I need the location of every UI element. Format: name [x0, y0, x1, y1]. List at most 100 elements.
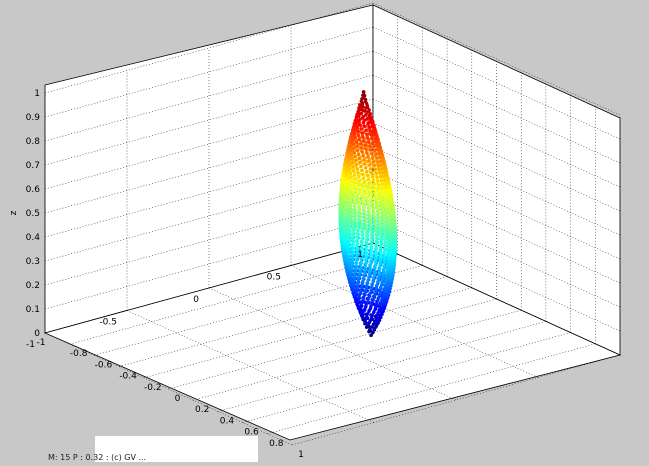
surface-point — [349, 274, 353, 278]
surface-point — [357, 296, 361, 301]
surface-point — [347, 263, 351, 268]
surface-point — [355, 251, 359, 256]
surface-point — [347, 217, 351, 221]
surface-point — [383, 247, 387, 251]
surface-point — [342, 196, 347, 201]
surface-point — [363, 184, 368, 188]
surface-point — [382, 267, 386, 271]
surface-point — [367, 159, 371, 163]
surface-point — [370, 313, 374, 317]
surface-point — [370, 282, 375, 286]
surface-point — [372, 276, 376, 280]
surface-point — [381, 215, 386, 220]
surface-point — [350, 259, 354, 263]
surface-point — [382, 289, 386, 294]
surface-point — [364, 302, 368, 307]
surface-point — [370, 301, 375, 305]
surface-point — [355, 289, 359, 294]
surface-point — [347, 248, 352, 252]
surface-point — [361, 90, 366, 94]
surface-point — [370, 174, 375, 179]
z-tick-label: 0.1 — [26, 305, 40, 315]
surface-point — [386, 250, 390, 255]
surface-point — [373, 167, 377, 171]
surface-point — [366, 203, 370, 207]
surface-point — [360, 240, 364, 244]
surface-point — [374, 317, 378, 321]
surface-point — [363, 109, 367, 113]
surface-point — [364, 261, 368, 265]
surface-point — [368, 307, 372, 311]
surface-point — [364, 188, 368, 192]
surface-point — [386, 233, 390, 237]
surface-point — [356, 171, 360, 175]
surface-point — [358, 291, 363, 295]
surface-point — [347, 241, 351, 245]
surface-point — [354, 213, 358, 218]
floor-grid-y — [126, 310, 375, 423]
z-tick-label: 0.8 — [26, 137, 41, 147]
surface-point — [344, 222, 348, 226]
surface-point — [369, 239, 374, 243]
surface-point — [371, 140, 375, 145]
surface-point — [352, 287, 356, 292]
surface-point — [372, 182, 376, 186]
surface-point — [361, 198, 366, 202]
surface-point — [368, 291, 373, 295]
surface-point — [359, 285, 364, 290]
surface-point — [366, 136, 370, 140]
surface-point — [366, 278, 370, 282]
surface-point — [374, 289, 378, 293]
surface-point — [381, 270, 386, 275]
surface-point — [349, 148, 353, 153]
surface-point — [358, 263, 363, 267]
surface-point — [369, 225, 373, 229]
x-tick-label: -0.8 — [70, 349, 88, 359]
surface-point — [357, 114, 361, 119]
surface-point — [354, 217, 358, 221]
surface-point — [369, 228, 373, 233]
surface-point — [349, 204, 353, 208]
surface-point — [344, 175, 348, 179]
x-tick-label: -0.2 — [144, 383, 162, 393]
surface-point — [367, 108, 371, 112]
surface-point — [363, 270, 367, 275]
surface-point — [353, 177, 357, 181]
surface-point — [368, 144, 372, 148]
surface-point — [386, 260, 390, 265]
surface-point — [375, 179, 380, 183]
surface-point — [362, 205, 366, 210]
surface-point — [341, 227, 346, 231]
surface-point — [355, 221, 359, 225]
surface-point — [351, 183, 355, 187]
surface-point — [350, 161, 355, 165]
surface-point — [355, 188, 359, 193]
surface-point — [378, 222, 382, 227]
surface-point — [374, 171, 378, 175]
surface-point — [374, 246, 379, 251]
surface-point — [358, 107, 363, 112]
surface-point — [377, 296, 381, 300]
surface-point — [365, 281, 370, 285]
surface-point — [347, 257, 351, 261]
surface-point — [343, 211, 347, 215]
surface-point — [367, 207, 371, 211]
surface-point — [378, 233, 383, 237]
surface-point — [369, 252, 373, 257]
surface-point — [347, 254, 351, 258]
surface-point — [344, 242, 348, 247]
surface-point — [341, 237, 345, 241]
surface-point — [378, 194, 382, 198]
surface-point — [359, 246, 364, 251]
surface-point — [354, 264, 359, 268]
surface-point — [341, 220, 345, 224]
surface-point — [378, 254, 383, 258]
surface-point — [344, 183, 348, 187]
surface-point — [372, 211, 376, 215]
surface-point — [370, 196, 374, 201]
surface-point — [361, 176, 366, 180]
surface-point — [354, 163, 359, 167]
surface-point — [352, 195, 356, 199]
surface-point — [360, 243, 364, 247]
surface-point — [351, 256, 355, 260]
